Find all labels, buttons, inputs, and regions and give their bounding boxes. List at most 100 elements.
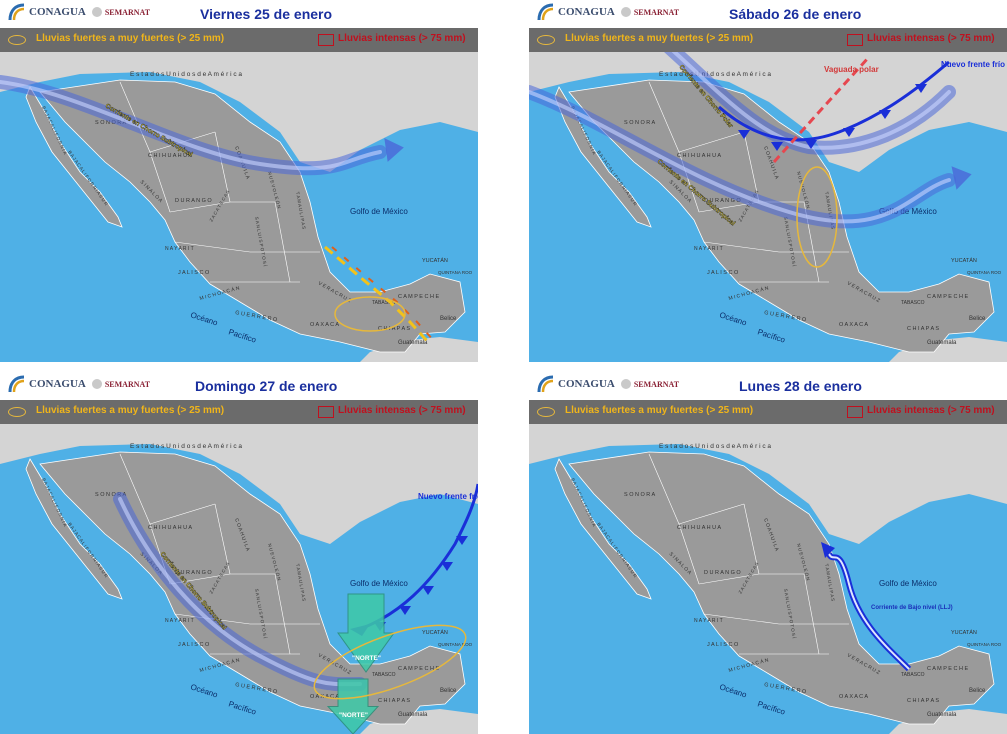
state-border [214, 503, 231, 575]
state-border [174, 241, 251, 253]
label-sonora: S O N O R A [95, 492, 127, 498]
new-cold-front-label: Nuevo frente frío [418, 492, 478, 501]
state-border [149, 503, 216, 525]
forecast-panel: CONAGUA SEMARNAT Sábado 26 de enero Lluvias… [529, 0, 1007, 362]
intense-rain-rect-legend-icon [318, 34, 334, 46]
central-america-land [889, 709, 1007, 734]
label-nayarit: N A Y A R I T [694, 246, 723, 252]
semarnat-text: SEMARNAT [633, 7, 680, 17]
state-border [678, 131, 745, 153]
semarnat-text: SEMARNAT [104, 7, 151, 17]
label-jalisco: J A L I S C O [178, 270, 210, 276]
panel-header: CONAGUA SEMARNAT Sábado 26 de enero [529, 0, 1007, 28]
label-guatemala: Guatemala [927, 712, 957, 718]
rain-oval-legend-icon [8, 35, 26, 45]
label-campeche: C A M P E C H E [398, 666, 439, 672]
low-level-jet-label: Corriente de Bajo nivel (LLJ) [871, 605, 953, 611]
semarnat-seal-icon [91, 7, 102, 17]
jet-stream-subtropical [113, 492, 367, 692]
semarnat-seal-icon [91, 379, 102, 389]
label-tabasco: TABASCO [901, 300, 925, 306]
panel-header: CONAGUA SEMARNAT Lunes 28 de enero [529, 372, 1007, 400]
state-border [274, 573, 291, 655]
label-yucatan: YUCATÁN [951, 629, 977, 636]
forecast-panel: CONAGUA SEMARNAT Lunes 28 de enero Lluvias … [529, 372, 1007, 734]
label-chihuahua: C H I H U A H U A [148, 153, 192, 159]
panel-title: Sábado 26 de enero [729, 6, 862, 22]
cold-front-triangle [879, 110, 891, 119]
label-tabasco: TABASCO [372, 300, 396, 306]
legend-intense-rain-label: Lluvias intensas (> 75 mm) [867, 405, 995, 416]
panel-title: Lunes 28 de enero [739, 378, 862, 394]
state-border [743, 503, 760, 575]
panel-header: CONAGUA SEMARNAT Domingo 27 de enero [0, 372, 478, 400]
mexico-map [39, 79, 466, 353]
label-yucatan: YUCATÁN [422, 629, 448, 636]
jet-arrow-head [951, 166, 972, 190]
label-tamaulipas: T A M A U L I P A S [824, 563, 836, 601]
label-chiapas: C H I A P A S [378, 326, 410, 332]
state-border [648, 81, 680, 153]
weather-map: E s t a d o s U n i d o s d e A m é r i … [529, 424, 1007, 734]
label-usa: E s t a d o s U n i d o s d e A m é r i … [130, 71, 242, 78]
label-chiapas: C H I A P A S [907, 326, 939, 332]
state-border [703, 241, 780, 253]
label-chiapas: C H I A P A S [907, 698, 939, 704]
label-guatemala: Guatemala [398, 340, 428, 346]
semarnat-text: SEMARNAT [104, 379, 151, 389]
label-yucatan: YUCATÁN [951, 257, 977, 264]
state-border [743, 131, 760, 203]
weather-map: E s t a d o s U n i d o s d e A m é r i … [0, 424, 478, 734]
norte-label-upper: "NORTE" [352, 655, 381, 662]
legend-intense-rain-label: Lluvias intensas (> 75 mm) [338, 405, 466, 416]
label-durango: D U R A N G O [175, 198, 212, 204]
cold-front-triangle [456, 536, 468, 545]
vaguada-polar-line [772, 55, 871, 164]
label-nayarit: N A Y A R I T [165, 618, 194, 624]
legend-bar: Lluvias fuertes a muy fuertes (> 25 mm) L… [0, 400, 478, 424]
cold-front-triangle [738, 130, 750, 139]
label-campeche: C A M P E C H E [927, 294, 968, 300]
forecast-panel: CONAGUA SEMARNAT Domingo 27 de enero Lluvia… [0, 372, 478, 734]
conagua-text: CONAGUA [29, 6, 86, 18]
cold-front-triangle [915, 84, 927, 93]
panel-title: Domingo 27 de enero [195, 378, 338, 394]
norte-arrow-upper [337, 593, 395, 673]
conagua-text: CONAGUA [558, 6, 615, 18]
cold-front-line [718, 60, 950, 151]
cold-front-triangle [843, 128, 855, 137]
label-usa: E s t a d o s U n i d o s d e A m é r i … [659, 443, 771, 450]
label-sonora: S O N O R A [95, 120, 127, 126]
brand-logos: CONAGUA SEMARNAT [6, 374, 150, 394]
label-tamaulipas: T A M A U L I P A S [295, 191, 307, 229]
low-level-jet-arrow [821, 542, 912, 672]
intense-rain-rect-legend-icon [847, 34, 863, 46]
label-campeche: C A M P E C H E [927, 666, 968, 672]
cold-front-triangle [399, 606, 411, 615]
rain-oval-legend-icon [537, 35, 555, 45]
label-golfo-de-mexico: Golfo de México [879, 207, 937, 216]
state-border [169, 201, 231, 213]
label-durango: D U R A N G O [704, 198, 741, 204]
state-border [274, 201, 291, 283]
cold-front-triangle [805, 140, 817, 149]
rain-oval-legend-icon [8, 407, 26, 417]
state-border [119, 453, 151, 525]
brand-logos: CONAGUA SEMARNAT [535, 2, 679, 22]
label-belice: Belice [969, 316, 986, 322]
baja-california-map [554, 458, 652, 600]
label-yucatan: YUCATÁN [422, 257, 448, 264]
label-quintana-roo: QUINTANA ROO [438, 642, 473, 647]
weather-map: E s t a d o s U n i d o s d e A m é r i … [529, 52, 1007, 362]
norte-label-lower: "NORTE" [339, 712, 368, 719]
forecast-panel: CONAGUA SEMARNAT Viernes 25 de enero Lluvia… [0, 0, 478, 362]
jet-stream-polar [664, 52, 956, 155]
cold-front-triangle [441, 562, 453, 571]
label-jalisco: J A L I S C O [707, 642, 739, 648]
label-nayarit: N A Y A R I T [165, 246, 194, 252]
brand-logos: CONAGUA SEMARNAT [535, 374, 679, 394]
usa-land [529, 424, 1007, 544]
legend-bar: Lluvias fuertes a muy fuertes (> 25 mm) L… [529, 400, 1007, 424]
heavy-rain-area [796, 166, 838, 268]
label-tabasco: TABASCO [901, 672, 925, 678]
